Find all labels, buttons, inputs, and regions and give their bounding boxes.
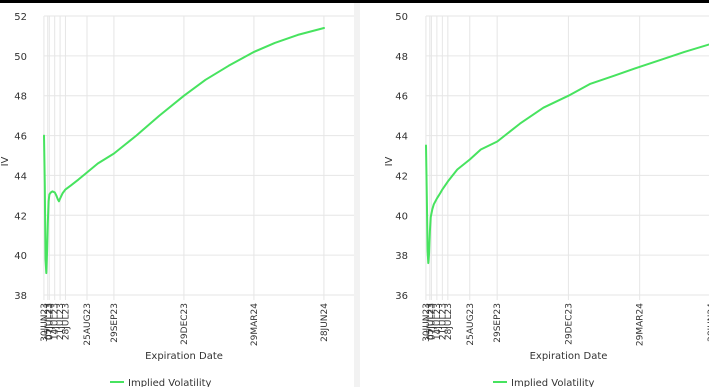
chart-panel-right: 36 38 40 42 44 46 48 50 30JUN23 05JUL23 07JUL23 14J… — [360, 3, 709, 387]
y-tick-label: 50 — [14, 52, 27, 63]
y-tick-label: 50 — [395, 12, 408, 23]
legend-label: Implied Volatility — [511, 378, 595, 387]
x-tick-label: 28JUN24 — [707, 303, 709, 342]
x-tick-label: 29MAR24 — [636, 303, 646, 346]
y-tick-label: 46 — [395, 92, 408, 103]
x-tick-label: 07JUL23 — [427, 303, 437, 340]
legend[interactable]: Implied Volatility — [493, 378, 595, 387]
legend-label: Implied Volatility — [128, 378, 212, 387]
y-tick-label: 48 — [395, 52, 408, 63]
iv-series-line — [43, 27, 325, 275]
x-tick-label: 30JUN23 — [40, 303, 50, 342]
x-axis-title: Expiration Date — [145, 351, 223, 362]
x-tick-label: 28JUN24 — [320, 303, 330, 342]
x-tick-label: 29SEP23 — [493, 303, 503, 343]
x-tick-label: 07JUL23 — [45, 303, 55, 340]
x-axis-title: Expiration Date — [530, 351, 608, 362]
x-tick-label: 29DEC23 — [564, 303, 574, 345]
x-tick-label: 14JUL23 — [51, 303, 61, 340]
y-tick-label: 38 — [14, 291, 27, 302]
x-tick-label: 05JUL23 — [44, 303, 54, 340]
y-tick-label: 36 — [395, 291, 408, 302]
iv-chart-left: 38 40 42 44 46 48 50 52 30JUN2305JUL2307JUL2314J… — [0, 12, 354, 387]
iv-chart-right: 36 38 40 42 44 46 48 50 30JUN2305JUL2307JUL2314J… — [384, 12, 709, 387]
x-tick-label: 28JUL23 — [61, 303, 71, 340]
x-tick-label: 25AUG23 — [466, 303, 476, 346]
x-tick-label: 21JUL23 — [56, 303, 66, 340]
top-border — [0, 0, 709, 3]
y-tick-label: 38 — [395, 251, 408, 262]
x-tick-label: 14JUL23 — [433, 303, 443, 340]
y-axis-title: IV — [0, 156, 11, 166]
x-tick-label: 28JUL23 — [444, 303, 454, 340]
y-tick-label: 46 — [14, 132, 27, 143]
y-tick-label: 48 — [14, 92, 27, 103]
y-tick-label: 52 — [14, 12, 27, 23]
panel-divider — [354, 3, 360, 387]
y-tick-label: 42 — [395, 171, 408, 182]
x-tick-label: 30JUN23 — [422, 303, 432, 342]
y-tick-label: 42 — [14, 211, 27, 222]
y-tick-label: 40 — [395, 211, 408, 222]
x-tick-label: 05JUL23 — [426, 303, 436, 340]
y-tick-label: 44 — [14, 171, 27, 182]
chart-panel-left: 38 40 42 44 46 48 50 52 30JUN23 05JUL23 07JUL23 14J… — [0, 3, 354, 387]
iv-series-line — [425, 43, 709, 265]
x-tick-label: 29MAR24 — [250, 303, 260, 346]
y-tick-label: 40 — [14, 251, 27, 262]
x-tick-label: 29DEC23 — [180, 303, 190, 345]
y-axis-title: IV — [384, 156, 395, 166]
x-tick-label: 25AUG23 — [83, 303, 93, 346]
y-tick-label: 44 — [395, 132, 408, 143]
x-tick-label: 29SEP23 — [110, 303, 120, 343]
legend[interactable]: Implied Volatility — [110, 378, 212, 387]
x-tick-label: 21JUL23 — [438, 303, 448, 340]
